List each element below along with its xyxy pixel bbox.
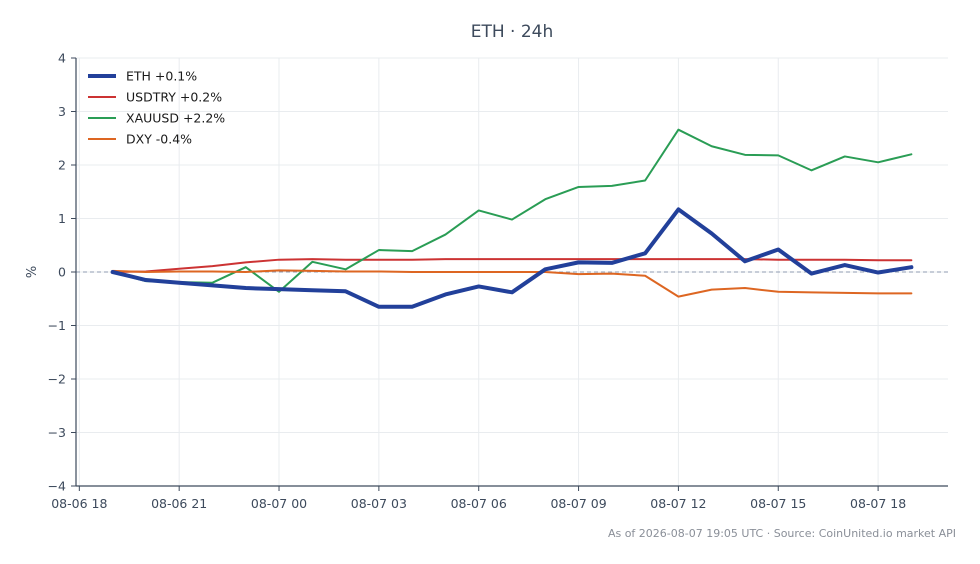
y-tick-label-6: 2: [58, 158, 66, 173]
x-tick-label-2: 08-07 00: [251, 496, 307, 511]
y-tick-label-1: −3: [48, 425, 66, 440]
footer-source: As of 2026-08-07 19:05 UTC · Source: Coi…: [608, 527, 956, 540]
legend-label-1: USDTRY +0.2%: [126, 90, 222, 105]
x-tick-label-3: 08-07 03: [351, 496, 407, 511]
y-tick-label-3: −1: [48, 318, 66, 333]
y-tick-label-4: 0: [58, 265, 66, 280]
y-tick-label-5: 1: [58, 211, 66, 226]
y-tick-labels: −4 −3 −2 −1 0 1 2 3 4: [48, 51, 66, 494]
series-line-0: [110, 207, 914, 309]
x-tick-label-1: 08-06 21: [151, 496, 207, 511]
axes: [71, 57, 948, 491]
legend-label-2: XAUUSD +2.2%: [126, 111, 225, 126]
y-tick-label-7: 3: [58, 104, 66, 119]
x-tick-label-4: 08-07 06: [451, 496, 507, 511]
x-tick-labels: 08-06 18 08-06 21 08-07 00 08-07 03 08-07 06…: [51, 496, 906, 511]
legend: ETH +0.1% USDTRY +0.2% XAUUSD +2.2% DXY -0.…: [88, 69, 225, 147]
series-line-1: [111, 258, 913, 273]
y-tick-label-2: −2: [48, 372, 66, 387]
x-tick-label-7: 08-07 15: [750, 496, 806, 511]
x-tick-label-0: 08-06 18: [51, 496, 107, 511]
series-lines: [110, 128, 914, 309]
x-tick-label-6: 08-07 12: [650, 496, 706, 511]
legend-label-3: DXY -0.4%: [126, 132, 192, 147]
series-line-3: [111, 269, 913, 298]
x-tick-label-8: 08-07 18: [850, 496, 906, 511]
series-line-2: [111, 128, 913, 293]
x-tick-label-5: 08-07 09: [550, 496, 606, 511]
y-tick-label-0: −4: [48, 479, 66, 494]
legend-label-0: ETH +0.1%: [126, 69, 197, 84]
y-tick-label-8: 4: [58, 51, 66, 66]
chart-title: ETH · 24h: [471, 22, 554, 42]
y-axis-label: %: [25, 266, 40, 278]
